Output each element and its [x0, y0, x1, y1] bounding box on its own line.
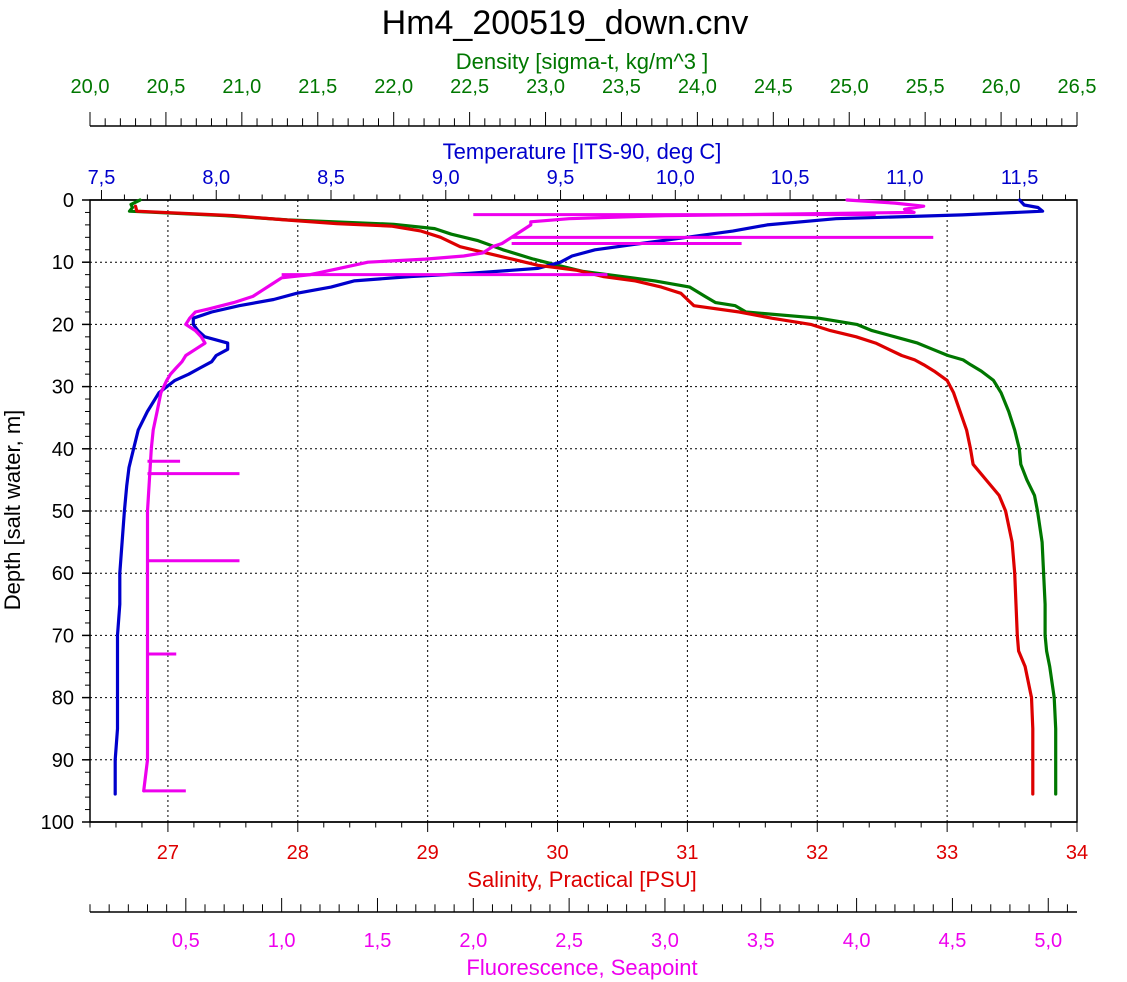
depth-tick-label: 60: [52, 563, 74, 585]
depth-tick-label: 50: [52, 501, 74, 523]
density-tick-label: 23,5: [602, 76, 641, 98]
temperature-tick-label: 10,5: [771, 167, 810, 189]
fluorescence-axis-label: Fluorescence, Seapoint: [466, 955, 697, 980]
density-axis: 20,0 20,5 21,0 21,5 22,0 22,5 23,0 23,5 24,0 24,5…: [71, 76, 1097, 127]
depth-tick-label: 90: [52, 750, 74, 772]
density-tick-label: 26,0: [982, 76, 1021, 98]
temperature-tick-label: 9,0: [432, 167, 460, 189]
temperature-tick-label: 9,5: [547, 167, 575, 189]
depth-tick-label: 0: [63, 190, 74, 212]
fluorescence-tick-label: 4,0: [843, 930, 871, 952]
fluorescence-tick-label: 1,5: [364, 930, 392, 952]
density-tick-label: 24,5: [754, 76, 793, 98]
density-tick-label: 21,5: [298, 76, 337, 98]
density-tick-label: 20,0: [71, 76, 110, 98]
density-tick-label: 22,0: [374, 76, 413, 98]
salinity-axis: 27 28 29 30 31 32 33 34: [89, 821, 1088, 864]
fluorescence-tick-label: 1,0: [268, 930, 296, 952]
density-tick-label: 25,5: [906, 76, 945, 98]
density-tick-label: 21,0: [222, 76, 261, 98]
salinity-tick-label: 31: [676, 842, 698, 864]
depth-axis: 0 10 20 30 40 50 60 70 80 90 100: [41, 190, 90, 834]
depth-tick-label: 100: [41, 812, 74, 834]
series-layer: [113, 198, 1058, 796]
salinity-profile-line: [133, 204, 1035, 796]
fluorescence-tick-label: 4,5: [939, 930, 967, 952]
temperature-axis: 7,5 8,0 8,5 9,0 9,5 10,0 10,5 11,0 11,5: [88, 167, 1077, 201]
salinity-tick-label: 27: [157, 842, 179, 864]
density-tick-label: 26,5: [1058, 76, 1097, 98]
density-tick-label: 20,5: [146, 76, 185, 98]
density-axis-label: Density [sigma-t, kg/m^3 ]: [456, 49, 708, 74]
fluorescence-tick-label: 2,5: [555, 930, 583, 952]
fluorescence-profile-line: [142, 198, 926, 793]
fluorescence-tick-label: 0,5: [172, 930, 200, 952]
temperature-tick-label: 8,0: [202, 167, 230, 189]
depth-tick-label: 20: [52, 314, 74, 336]
depth-tick-label: 40: [52, 439, 74, 461]
salinity-axis-label: Salinity, Practical [PSU]: [467, 867, 696, 892]
temperature-tick-label: 10,0: [656, 167, 695, 189]
salinity-tick-label: 32: [806, 842, 828, 864]
salinity-tick-label: 34: [1066, 842, 1088, 864]
salinity-tick-label: 30: [546, 842, 568, 864]
salinity-tick-label: 28: [287, 842, 309, 864]
temperature-tick-label: 11,0: [886, 167, 923, 189]
temperature-profile-line: [113, 198, 1045, 796]
fluorescence-tick-label: 5,0: [1034, 930, 1062, 952]
temperature-axis-label: Temperature [ITS-90, deg C]: [443, 139, 722, 164]
fluorescence-tick-label: 2,0: [459, 930, 487, 952]
salinity-tick-label: 33: [936, 842, 958, 864]
salinity-tick-label: 29: [417, 842, 439, 864]
depth-tick-label: 30: [52, 377, 74, 399]
depth-tick-label: 10: [52, 252, 74, 274]
fluorescence-tick-label: 3,5: [747, 930, 775, 952]
temperature-tick-label: 11,5: [1001, 167, 1038, 189]
fluorescence-axis: 0,5 1,0 1,5 2,0 2,5 3,0 3,5 4,0 4,5 5,0: [89, 898, 1077, 952]
plot-grid: [89, 199, 1078, 823]
depth-axis-label: Depth [salt water, m]: [0, 410, 25, 611]
depth-tick-label: 80: [52, 688, 74, 710]
plot-frame: [89, 199, 1078, 823]
temperature-tick-label: 8,5: [317, 167, 345, 189]
density-tick-label: 24,0: [678, 76, 717, 98]
density-tick-label: 22,5: [450, 76, 489, 98]
temperature-tick-label: 7,5: [88, 167, 116, 189]
density-tick-label: 25,0: [830, 76, 869, 98]
density-profile-line: [127, 198, 1058, 796]
chart-title: Hm4_200519_down.cnv: [382, 4, 749, 42]
depth-tick-label: 70: [52, 625, 74, 647]
density-tick-label: 23,0: [526, 76, 565, 98]
fluorescence-tick-label: 3,0: [651, 930, 679, 952]
